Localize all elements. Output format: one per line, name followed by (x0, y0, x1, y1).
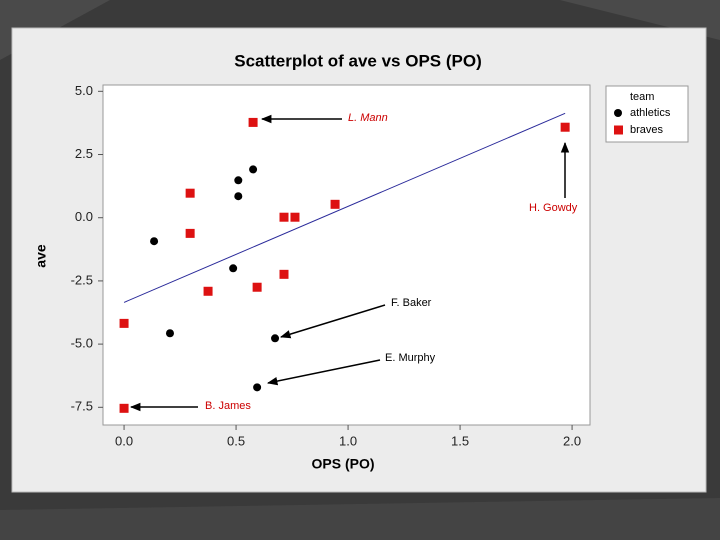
annotation: B. James (205, 400, 251, 412)
point (560, 122, 570, 132)
x-axis-label: OPS (PO) (311, 456, 374, 472)
y-tick-label: -2.5 (71, 272, 93, 287)
annotation: H. Gowdy (529, 202, 578, 214)
point (165, 329, 174, 338)
point (253, 383, 262, 392)
x-tick-label: 1.0 (339, 433, 357, 448)
point (248, 117, 258, 127)
point (119, 318, 129, 328)
point (249, 165, 258, 174)
point (203, 286, 213, 296)
legend-label: athletics (630, 107, 671, 119)
x-tick-label: 0.5 (227, 433, 245, 448)
annotation: L. Mann (348, 112, 388, 124)
x-tick-label: 2.0 (563, 433, 581, 448)
chart-title: Scatterplot of ave vs OPS (PO) (234, 51, 482, 70)
plot-area (102, 84, 591, 426)
y-axis-label: ave (33, 244, 49, 268)
legend-title: team (630, 91, 654, 103)
x-tick-label: 0.0 (115, 433, 133, 448)
point (252, 282, 262, 292)
legend-marker (614, 109, 622, 117)
legend-label: braves (630, 124, 664, 136)
y-tick-label: 2.5 (75, 146, 93, 161)
point (234, 192, 243, 201)
y-tick-label: 5.0 (75, 83, 93, 98)
point (150, 237, 159, 246)
x-tick-label: 1.5 (451, 433, 469, 448)
y-tick-label: -5.0 (71, 336, 93, 351)
point (290, 212, 300, 222)
fit-line (123, 112, 566, 303)
point (185, 188, 195, 198)
point (185, 228, 195, 238)
point (279, 212, 289, 222)
point (271, 334, 280, 343)
point (119, 403, 129, 413)
annotation-arrow (279, 304, 386, 339)
stripe (0, 498, 720, 540)
y-tick-label: 0.0 (75, 209, 93, 224)
point (229, 264, 238, 273)
legend-marker (614, 125, 623, 135)
point (279, 269, 289, 279)
annotation: F. Baker (391, 297, 432, 309)
annotation-arrow (266, 359, 381, 386)
y-tick-label: -7.5 (71, 399, 93, 414)
annotation: E. Murphy (385, 352, 436, 364)
point (330, 199, 340, 209)
point (234, 176, 243, 185)
